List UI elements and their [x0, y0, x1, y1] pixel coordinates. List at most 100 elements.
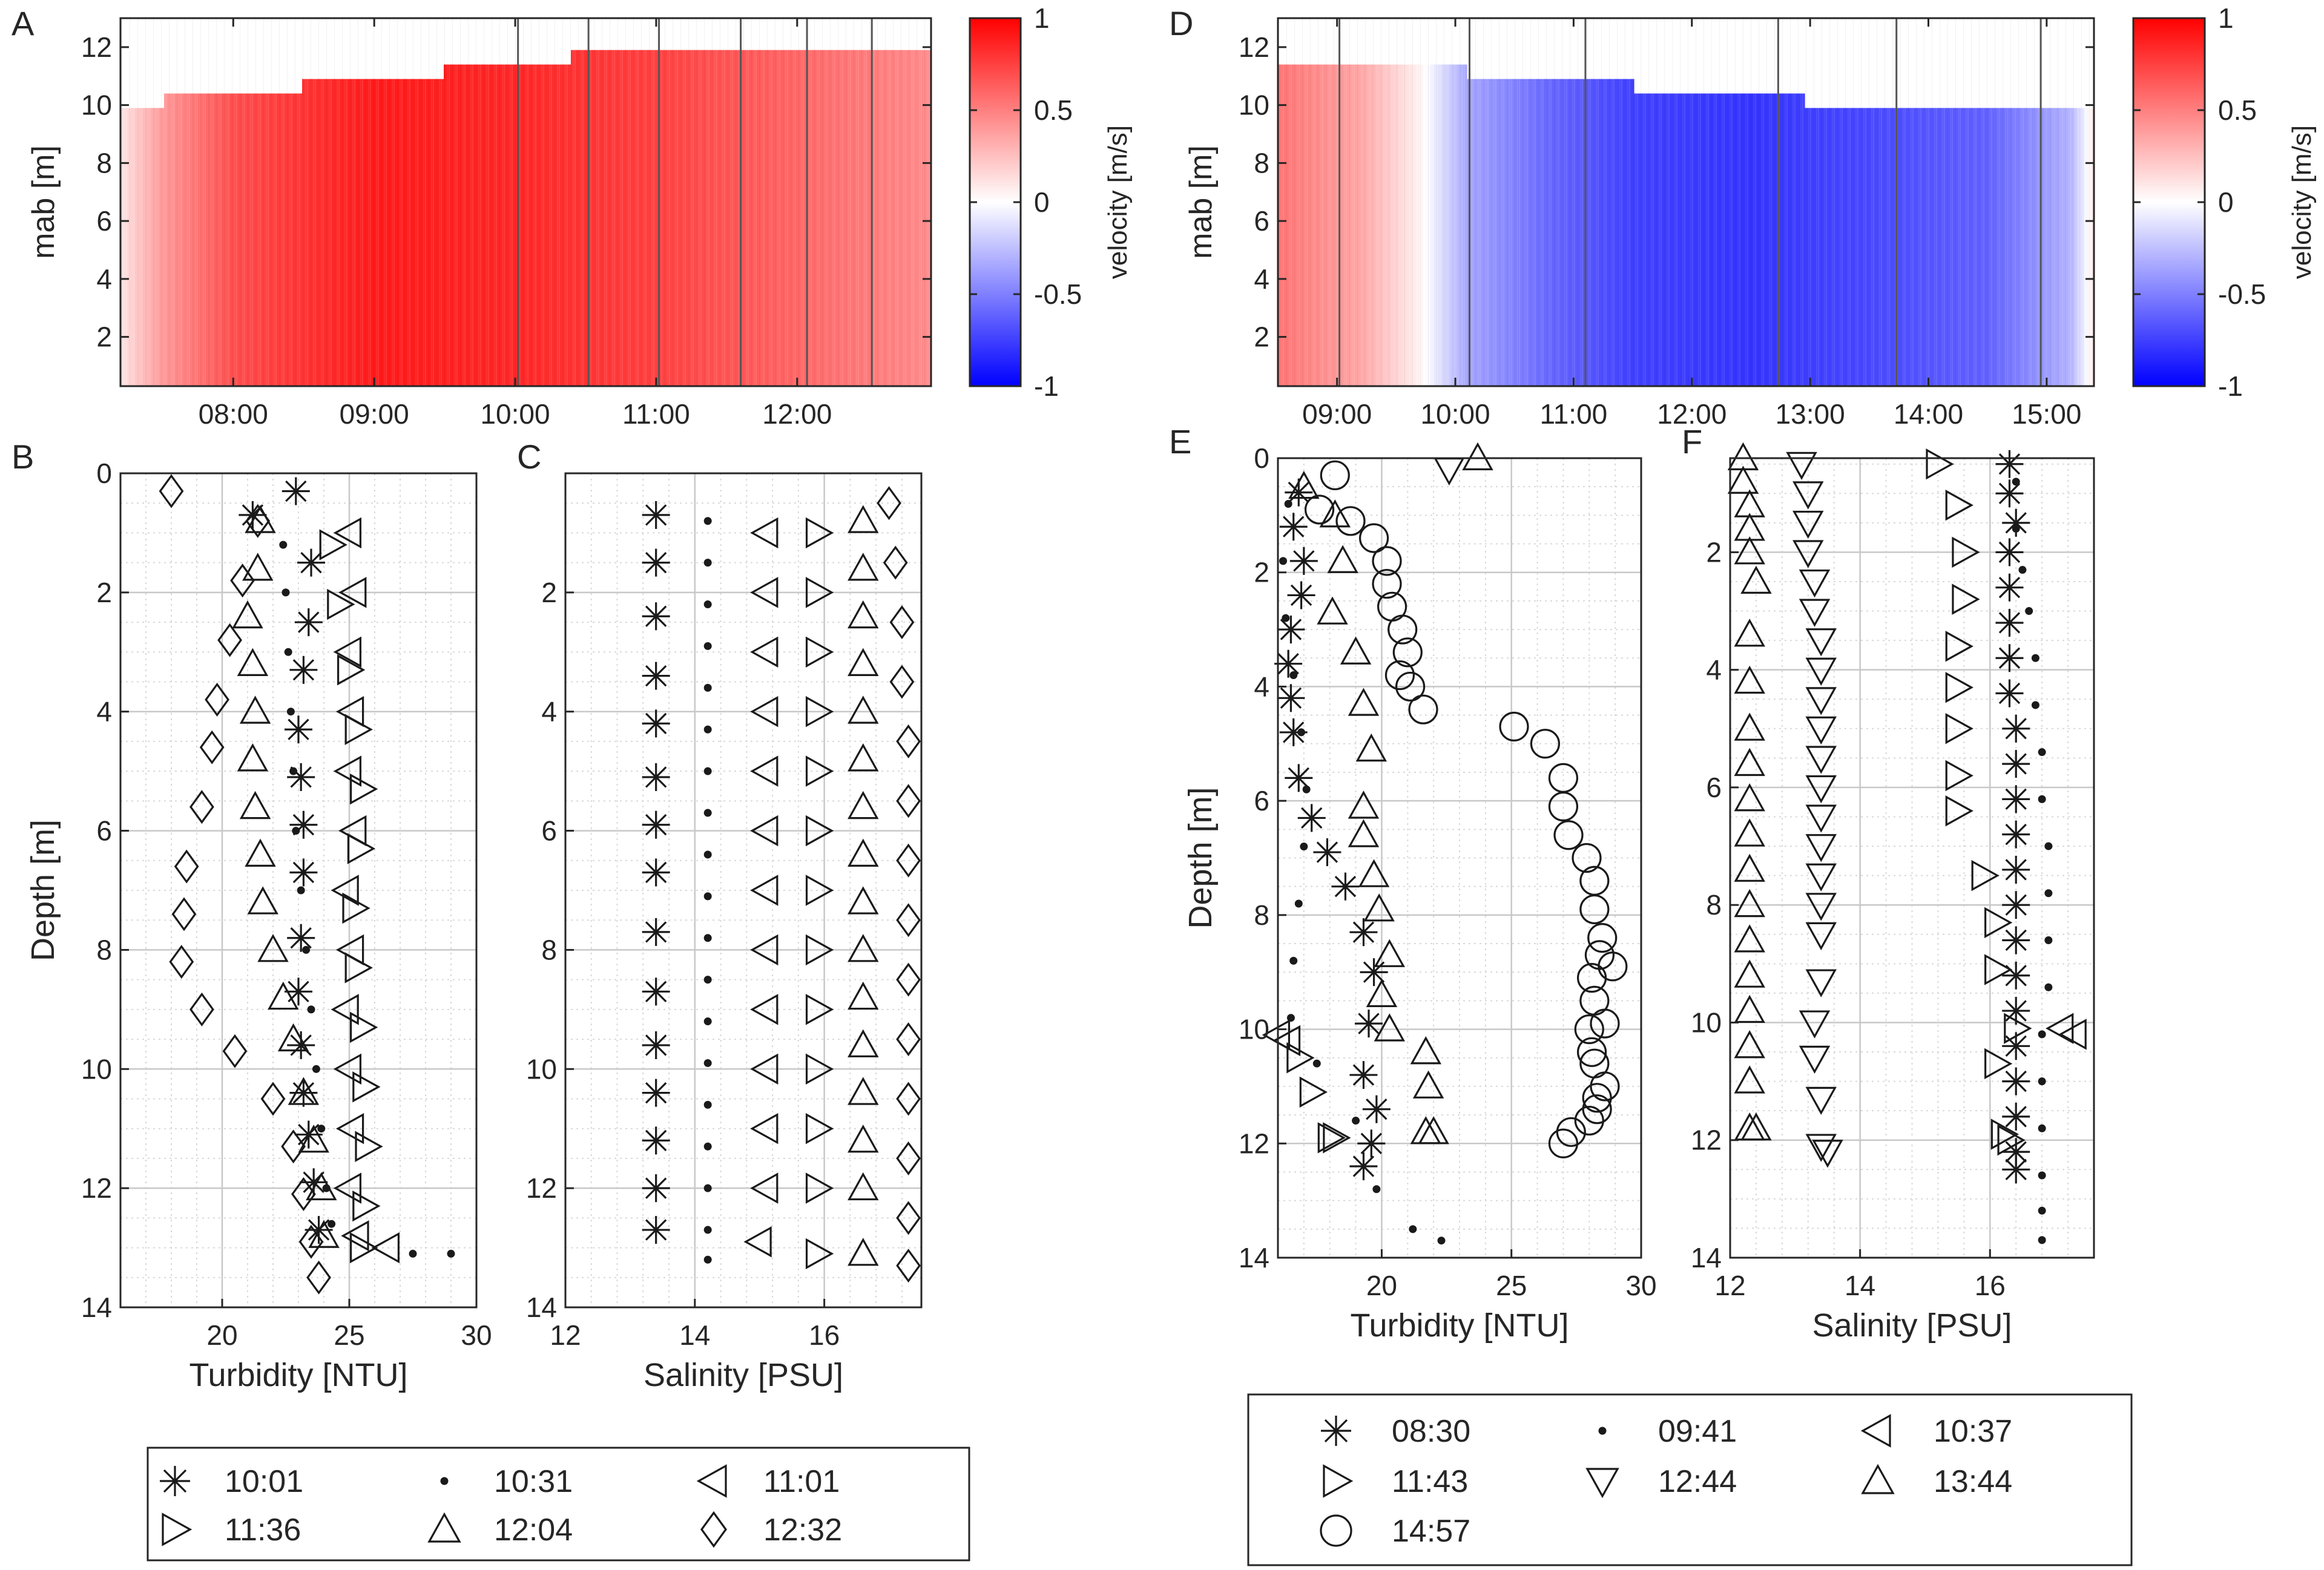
x-tick-label: 16 [1975, 1270, 2006, 1301]
data-point [1313, 838, 1341, 867]
data-point [277, 1023, 309, 1052]
data-point [1734, 959, 1765, 988]
marker-stroke [1316, 841, 1338, 863]
series-1244 [1434, 457, 1465, 486]
data-point [889, 605, 915, 640]
data-point [703, 600, 712, 609]
data-point [1792, 481, 1824, 510]
y-tick-label: 6 [1254, 205, 1269, 237]
x-axis-label: Turbidity [NTU] [189, 1357, 407, 1393]
colorbar-tick-label: 0.5 [1034, 94, 1073, 126]
x-tick-label: 14 [679, 1319, 710, 1351]
y-tick-label: 6 [96, 205, 112, 237]
data-point [171, 897, 197, 931]
data-point [287, 1031, 315, 1059]
plot-frame [119, 472, 478, 1309]
y-tick-label: 6 [541, 815, 557, 847]
y-tick-label: 4 [1706, 654, 1722, 686]
data-point [347, 833, 376, 864]
data-point [1289, 671, 1298, 680]
data-point [239, 790, 271, 819]
data-point [2031, 701, 2039, 709]
data-point [285, 715, 312, 744]
y-tick-label: 10 [1691, 1007, 1722, 1038]
y-axis-label: mab [m] [1183, 145, 1219, 259]
data-point [848, 1029, 879, 1057]
data-point [750, 1112, 779, 1145]
data-point [1499, 711, 1529, 742]
colorbar-tick-label: 1 [2218, 2, 2234, 34]
data-point [642, 501, 670, 529]
legend-marker [700, 1511, 727, 1548]
data-point [1995, 538, 2024, 567]
data-point [896, 1249, 921, 1283]
x-axis-label: Salinity [PSU] [644, 1357, 843, 1393]
x-tick-label: 12 [1714, 1270, 1745, 1301]
marker-stroke [2005, 788, 2027, 810]
data-point [1984, 954, 2013, 985]
data-point [848, 1125, 879, 1153]
data-point [1348, 688, 1380, 716]
velocity-texture [120, 18, 931, 386]
x-tick-label: 30 [1625, 1270, 1656, 1301]
data-point [1805, 922, 1837, 951]
data-point [1805, 746, 1837, 774]
data-point [805, 994, 834, 1025]
marker-stroke [645, 766, 667, 788]
legend-left: 10:01 10:31 11:01 11:36 12:04 12:32 [146, 1447, 970, 1562]
data-point [2002, 508, 2030, 537]
plot-frame [1277, 457, 1642, 1259]
data-point [1926, 448, 1954, 480]
data-point [1387, 614, 1418, 645]
data-point [1576, 1037, 1607, 1067]
legend-entry: 08:30 [1321, 1414, 1470, 1449]
legend-marker [1320, 1514, 1352, 1547]
data-point [298, 1224, 324, 1259]
x-tick-label: 09:00 [1302, 398, 1372, 430]
data-point [1556, 1117, 1586, 1148]
data-point [1288, 470, 1320, 499]
marker-stroke [2005, 1106, 2027, 1128]
data-point [1437, 1237, 1446, 1245]
plot-frame [1277, 17, 2095, 387]
data-point [1995, 644, 2024, 672]
data-point [1304, 494, 1335, 525]
data-point [306, 1172, 337, 1201]
series-1143 [1286, 1042, 1351, 1154]
colorbar-tick-label: -0.5 [1034, 278, 1082, 310]
data-point [289, 810, 318, 839]
data-point [1323, 1122, 1351, 1154]
data-point [237, 648, 269, 676]
data-point [805, 695, 834, 728]
y-axis-label: Depth [m] [1182, 787, 1219, 928]
data-point [1995, 573, 2024, 602]
data-point [1553, 820, 1584, 850]
marker-stroke [645, 1034, 667, 1056]
data-point [1740, 1112, 1772, 1141]
x-tick-label: 12 [550, 1319, 581, 1351]
data-point [1805, 1086, 1837, 1115]
data-point [189, 992, 214, 1026]
data-point [805, 1112, 834, 1145]
data-point [189, 790, 214, 824]
legend-entry: 09:41 [1598, 1414, 1737, 1449]
marker-stroke [292, 659, 315, 681]
y-tick-label: 8 [1706, 889, 1722, 921]
colorbar [969, 17, 1022, 387]
y-axis-label: Depth [m] [25, 819, 61, 961]
y-tick-label: 4 [541, 696, 557, 728]
data-point [1792, 540, 1824, 568]
data-point [289, 655, 318, 684]
data-point [1984, 907, 2013, 939]
colorbar-tick-label: -1 [1034, 370, 1059, 402]
data-point [291, 1177, 316, 1212]
data-point [1277, 616, 1305, 644]
data-point [896, 903, 921, 938]
data-point [1384, 660, 1415, 691]
data-point [1418, 1116, 1449, 1145]
marker-stroke [292, 1082, 315, 1104]
panel-label: D [1169, 4, 1193, 42]
marker-stroke [645, 980, 667, 1003]
data-point [1799, 1045, 1831, 1074]
